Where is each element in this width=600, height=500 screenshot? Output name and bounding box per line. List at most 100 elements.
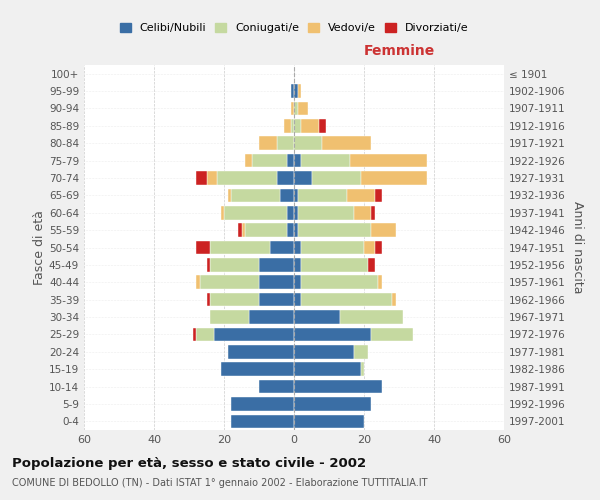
Bar [210,240,269,254]
Bar [294,154,301,168]
Bar [301,154,350,168]
Bar [298,188,347,202]
Bar [392,293,395,306]
Bar [290,102,294,115]
Bar [350,154,427,168]
Bar [259,276,294,289]
Bar [294,310,340,324]
Bar [206,171,217,185]
Bar [287,154,294,168]
Bar [245,224,287,237]
Bar [259,380,294,394]
Text: Popolazione per età, sesso e stato civile - 2002: Popolazione per età, sesso e stato civil… [12,458,366,470]
Bar [301,293,392,306]
Bar [294,362,361,376]
Bar [287,206,294,220]
Bar [290,119,294,132]
Bar [248,310,294,324]
Bar [340,310,403,324]
Bar [280,188,294,202]
Bar [245,154,252,168]
Y-axis label: Fasce di età: Fasce di età [33,210,46,285]
Bar [319,119,325,132]
Bar [252,154,287,168]
Text: Femmine: Femmine [364,44,434,58]
Bar [287,224,294,237]
Bar [231,397,294,410]
Bar [294,136,322,150]
Bar [294,240,301,254]
Bar [210,310,248,324]
Bar [259,136,277,150]
Bar [311,171,361,185]
Bar [298,102,308,115]
Bar [196,276,199,289]
Bar [227,345,294,358]
Bar [206,258,210,272]
Legend: Celibi/Nubili, Coniugati/e, Vedovi/e, Divorziati/e: Celibi/Nubili, Coniugati/e, Vedovi/e, Di… [116,20,472,36]
Bar [290,84,294,98]
Bar [238,224,241,237]
Bar [224,206,287,220]
Bar [210,258,259,272]
Bar [378,276,382,289]
Bar [361,171,427,185]
Bar [269,240,294,254]
Text: COMUNE DI BEDOLLO (TN) - Dati ISTAT 1° gennaio 2002 - Elaborazione TUTTITALIA.IT: COMUNE DI BEDOLLO (TN) - Dati ISTAT 1° g… [12,478,427,488]
Bar [231,188,280,202]
Bar [301,240,364,254]
Bar [294,380,382,394]
Bar [284,119,290,132]
Bar [353,206,371,220]
Bar [214,328,294,341]
Bar [196,171,206,185]
Bar [294,397,371,410]
Bar [298,206,353,220]
Bar [277,136,294,150]
Bar [277,171,294,185]
Bar [294,119,301,132]
Bar [374,188,382,202]
Bar [259,293,294,306]
Bar [294,276,301,289]
Bar [371,328,413,341]
Bar [294,345,353,358]
Bar [294,224,298,237]
Bar [371,206,374,220]
Bar [301,119,319,132]
Bar [294,328,371,341]
Bar [294,293,301,306]
Bar [227,188,231,202]
Bar [322,136,371,150]
Bar [206,293,210,306]
Bar [210,293,259,306]
Bar [221,206,224,220]
Bar [221,362,294,376]
Bar [361,362,364,376]
Bar [347,188,374,202]
Bar [294,414,364,428]
Bar [367,258,374,272]
Bar [301,258,367,272]
Bar [199,276,259,289]
Bar [196,328,214,341]
Bar [217,171,277,185]
Bar [294,188,298,202]
Bar [301,276,378,289]
Bar [294,206,298,220]
Bar [196,240,210,254]
Bar [294,171,311,185]
Bar [364,240,374,254]
Bar [298,224,371,237]
Bar [294,102,298,115]
Bar [294,84,298,98]
Bar [294,258,301,272]
Bar [374,240,382,254]
Bar [298,84,301,98]
Bar [231,414,294,428]
Bar [353,345,367,358]
Bar [371,224,395,237]
Y-axis label: Anni di nascita: Anni di nascita [571,201,584,294]
Bar [259,258,294,272]
Bar [241,224,245,237]
